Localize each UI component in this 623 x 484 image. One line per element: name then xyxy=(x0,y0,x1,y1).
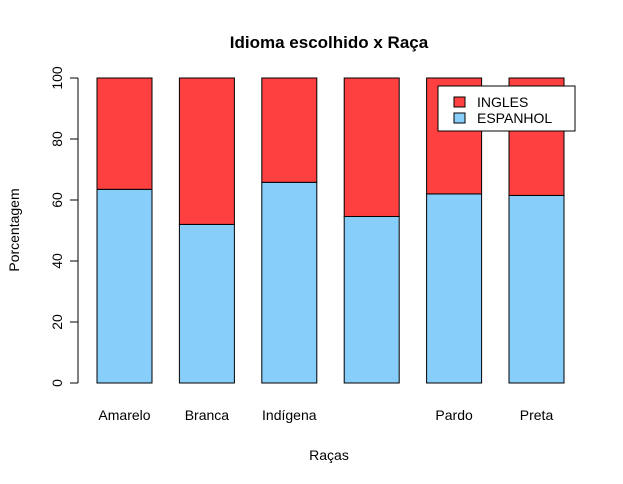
chart-title: Idioma escolhido x Raça xyxy=(230,33,429,52)
x-tick-label: Indígena xyxy=(262,407,317,423)
bar-espanhol xyxy=(508,194,565,384)
legend-label-espanhol: ESPANHOL xyxy=(477,110,552,126)
bar-ingles xyxy=(343,77,400,217)
bar-ingles xyxy=(178,77,235,225)
legend-swatch-ingles xyxy=(453,96,466,108)
y-axis: 0 20 40 60 80 100 xyxy=(49,66,79,387)
x-tick-label: Preta xyxy=(520,407,554,423)
bar-espanhol xyxy=(261,181,318,384)
x-tick-label: Branca xyxy=(185,407,230,423)
x-axis-label: Raças xyxy=(309,447,349,463)
y-tick-label: 60 xyxy=(49,192,65,208)
bar-espanhol xyxy=(343,215,400,384)
y-axis-label: Porcentagem xyxy=(6,188,22,271)
bars xyxy=(96,77,565,384)
y-tick-label: 20 xyxy=(49,314,65,330)
bar-ingles xyxy=(96,77,153,190)
x-tick-label: Pardo xyxy=(435,407,473,423)
bar-espanhol xyxy=(178,223,235,384)
y-tick-label: 40 xyxy=(49,253,65,269)
bar-ingles xyxy=(261,77,318,183)
y-tick-label: 100 xyxy=(49,66,65,90)
bar-espanhol xyxy=(96,188,153,384)
bar-espanhol xyxy=(426,193,483,384)
legend-label-ingles: INGLES xyxy=(477,94,528,110)
x-tick-labels: Amarelo Branca Indígena Pardo Preta xyxy=(98,407,553,423)
y-tick-label: 0 xyxy=(49,379,65,387)
y-tick-label: 80 xyxy=(49,131,65,147)
legend-swatch-espanhol xyxy=(453,112,466,124)
x-tick-label: Amarelo xyxy=(98,407,150,423)
